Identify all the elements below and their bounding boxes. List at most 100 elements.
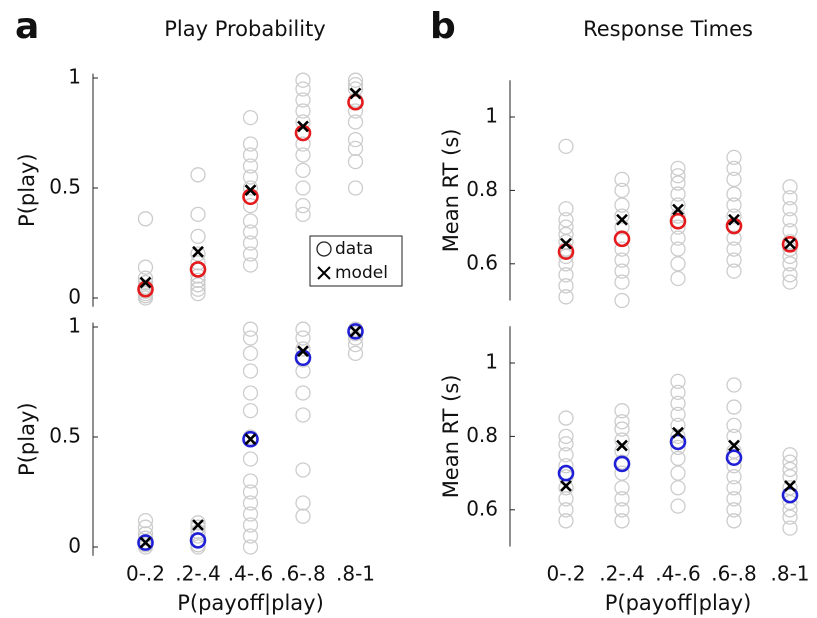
data-point: [295, 321, 311, 337]
data-point: [558, 513, 574, 529]
data-point: [782, 447, 798, 463]
data-point: [558, 212, 574, 228]
model-marker: [616, 439, 628, 452]
data-point: [726, 171, 742, 188]
data-point: [726, 513, 742, 529]
data-point: [614, 241, 630, 257]
data-point: [670, 186, 686, 202]
data-point: [242, 109, 259, 126]
data-point: [726, 480, 742, 496]
data-point: [295, 147, 311, 163]
data-point: [614, 414, 630, 430]
model-marker: [784, 480, 796, 492]
data-point: [726, 417, 742, 434]
model-marker: [728, 439, 740, 452]
mean-marker: [613, 455, 631, 473]
data-point: [242, 363, 259, 379]
x-tick-label: .6-.8: [280, 562, 325, 586]
data-point: [558, 447, 574, 463]
data-point: [782, 509, 798, 525]
data-point: [558, 256, 574, 272]
data-point: [782, 520, 798, 536]
data-point: [558, 491, 574, 507]
data-point: [614, 465, 630, 481]
model-marker: [616, 213, 628, 226]
data-point: [295, 81, 311, 97]
data-point: [726, 428, 742, 445]
legend-box: [309, 235, 403, 287]
data-point: [347, 153, 364, 170]
data-point: [242, 224, 259, 240]
data-point: [670, 219, 686, 235]
data-point: [726, 263, 742, 279]
data-point: [670, 439, 686, 456]
data-point: [782, 454, 798, 470]
data-point: [670, 256, 686, 272]
model-marker: [672, 426, 684, 439]
data-point: [242, 158, 259, 174]
data-point: [726, 230, 742, 246]
data-point: [347, 180, 364, 196]
data-point: [726, 160, 742, 177]
data-point: [190, 255, 206, 271]
model-marker: [244, 184, 257, 197]
data-point: [782, 256, 798, 272]
data-point: [782, 248, 798, 265]
data-point: [347, 131, 364, 148]
data-point: [614, 197, 630, 213]
data-point: [190, 272, 206, 289]
data-point: [614, 208, 630, 224]
mean-marker: [242, 430, 259, 448]
data-point: [295, 206, 311, 223]
data-point: [347, 72, 364, 88]
data-point: [782, 469, 798, 485]
data-point: [614, 171, 630, 188]
data-point: [137, 259, 154, 275]
data-point: [670, 406, 686, 423]
data-point: [782, 461, 798, 478]
data-point: [295, 330, 311, 346]
data-point: [242, 180, 259, 196]
data-point: [295, 103, 311, 119]
data-point: [190, 277, 206, 293]
data-point: [295, 136, 311, 152]
data-point: [295, 407, 311, 423]
data-point: [242, 506, 259, 522]
model-marker: [192, 245, 204, 258]
legend-label: model: [335, 263, 388, 283]
data-point: [558, 201, 574, 217]
data-point: [614, 480, 630, 496]
data-point: [782, 274, 798, 290]
y-axis-label: Mean RT (s): [439, 129, 463, 253]
x-tick-label: .8-1: [336, 562, 375, 586]
data-point: [558, 502, 574, 518]
data-point: [558, 219, 574, 235]
y-axis-label: P(play): [15, 402, 39, 476]
data-point: [726, 241, 742, 257]
data-point: [614, 502, 630, 518]
x-axis-label: P(payoff|play): [177, 591, 324, 616]
data-point: [726, 149, 742, 166]
data-point: [295, 508, 311, 524]
data-point: [614, 182, 630, 199]
mean-marker: [669, 433, 687, 451]
data-point: [295, 197, 311, 214]
model-marker: [728, 213, 740, 226]
data-point: [242, 213, 259, 229]
data-point: [726, 458, 742, 474]
data-point: [242, 147, 259, 163]
data-point: [242, 235, 259, 251]
data-point: [670, 395, 686, 412]
data-point: [782, 212, 798, 228]
data-point: [558, 138, 574, 155]
y-tick-label: 0.6: [466, 250, 498, 274]
data-point: [295, 341, 311, 357]
data-point: [137, 512, 154, 529]
mean-marker: [347, 323, 364, 340]
data-point: [670, 384, 686, 401]
mean-marker: [613, 230, 631, 248]
data-point: [670, 241, 686, 257]
y-tick-label: 1: [68, 314, 81, 338]
data-point: [670, 230, 686, 246]
x-axis-label: P(payoff|play): [605, 591, 752, 616]
